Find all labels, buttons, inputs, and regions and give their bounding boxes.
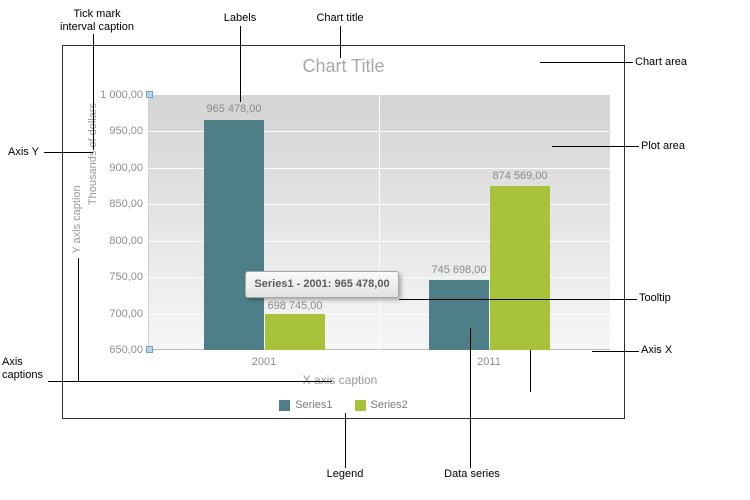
bar-series2-2011[interactable]: [490, 186, 550, 350]
callout-line-legend: [345, 413, 346, 468]
legend-item-series2[interactable]: Series2: [354, 399, 408, 411]
bar-series1-2001[interactable]: [204, 120, 264, 350]
y-tick-label: 850,00: [109, 198, 143, 210]
callout-line-labels: [240, 26, 241, 102]
chart-title: Chart Title: [302, 56, 385, 76]
bar-series2-2001[interactable]: [265, 314, 325, 350]
legend-label: Series2: [370, 399, 408, 411]
x-tick-label: 2001: [251, 356, 277, 368]
legend-swatch-series1-icon: [279, 399, 291, 411]
legend-label: Series1: [295, 399, 333, 411]
x-axis-caption: X axis caption: [302, 373, 378, 387]
annotation-tooltip: Tooltip: [639, 292, 671, 304]
data-label: 698 745,00: [267, 300, 323, 312]
data-label: 874 569,00: [492, 170, 548, 182]
annotation-legend: Legend: [326, 468, 364, 480]
tooltip: Series1 - 2001: 965 478,00: [245, 271, 399, 298]
callout-line-plot-area: [552, 146, 639, 147]
callout-line-data-series-1: [470, 328, 471, 468]
axis-handle-bottom[interactable]: [146, 346, 153, 353]
y-tick-label: 700,00: [109, 308, 143, 320]
callout-line-axis-x: [592, 351, 639, 352]
y-tick-label: 1 000,00: [100, 89, 143, 101]
callout-line-axis-captions-horizontal: [48, 381, 332, 382]
data-label: 745 698,00: [431, 264, 487, 276]
callout-line-chart-area: [540, 62, 633, 63]
callout-line-tooltip: [399, 299, 637, 300]
legend-swatch-series2-icon: [354, 399, 366, 411]
annotation-axis-y: Axis Y: [8, 146, 39, 158]
y-tick-label: 900,00: [109, 162, 143, 174]
callout-line-tick-mark: [93, 34, 94, 150]
bar-series1-2011[interactable]: [429, 280, 489, 350]
y-tick-label: 800,00: [109, 235, 143, 247]
y-tick-label: 950,00: [109, 125, 143, 137]
annotation-plot-area: Plot area: [641, 140, 686, 152]
callout-line-axis-captions-vertical: [78, 258, 79, 381]
annotation-tick-mark-interval: Tick mark interval caption: [60, 8, 134, 33]
annotation-axis-captions: Axis captions: [2, 356, 43, 381]
callout-line-data-series-2: [530, 350, 531, 392]
y-tick-label: 750,00: [109, 271, 143, 283]
annotation-data-series: Data series: [444, 468, 500, 480]
data-label: 965 478,00: [206, 103, 262, 115]
y-axis-caption: Y axis caption: [71, 185, 83, 254]
annotation-chart-area: Chart area: [635, 56, 687, 68]
legend: Series1 Series2: [62, 399, 625, 411]
legend-item-series1[interactable]: Series1: [279, 399, 333, 411]
x-tick-label: 2011: [477, 356, 501, 368]
callout-line-chart-title: [340, 26, 341, 58]
annotation-chart-title: Chart title: [316, 12, 364, 24]
axis-handle-top[interactable]: [146, 91, 153, 98]
annotation-labels: Labels: [223, 12, 257, 24]
gridline-vertical: [379, 95, 380, 350]
annotation-axis-x: Axis X: [641, 344, 673, 356]
callout-line-axis-y: [44, 152, 93, 153]
y-tick-label: 650,00: [109, 344, 143, 356]
